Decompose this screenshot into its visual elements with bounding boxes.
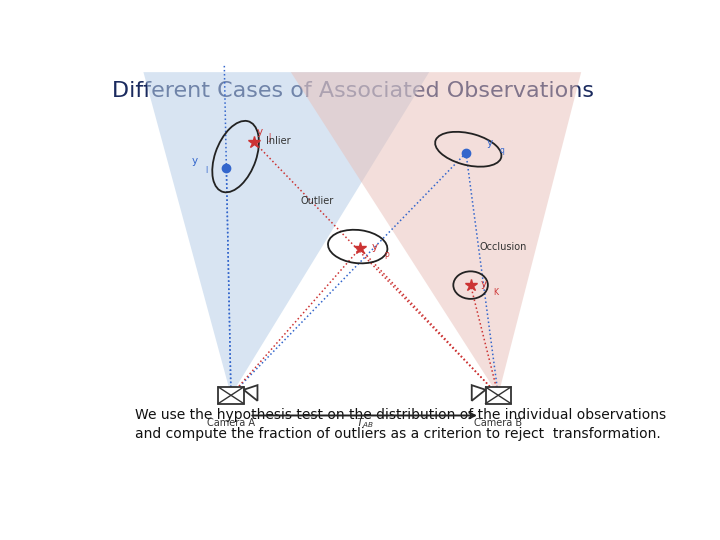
Bar [485, 387, 511, 403]
Text: Occlusion: Occlusion [480, 242, 527, 252]
Text: Camera B: Camera B [474, 418, 522, 429]
Text: and compute the fraction of outliers as a criterion to reject  transformation.: and compute the fraction of outliers as … [135, 427, 660, 441]
Text: y: y [256, 126, 263, 137]
Text: Inlier: Inlier [266, 136, 290, 146]
Bar [218, 387, 243, 403]
Text: Different Cases of Associated Observations: Different Cases of Associated Observatio… [112, 82, 594, 102]
Text: Outlier: Outlier [300, 197, 333, 206]
Polygon shape [291, 72, 581, 395]
Text: y: y [481, 279, 487, 289]
Text: y: y [372, 242, 378, 252]
Polygon shape [243, 385, 258, 401]
Text: I: I [206, 166, 208, 175]
Text: y: y [192, 156, 198, 166]
Text: q: q [499, 146, 504, 155]
Text: We use the hypothesis test on the distribution of the individual observations: We use the hypothesis test on the distri… [135, 408, 666, 422]
Text: $T_{AB}$: $T_{AB}$ [356, 416, 374, 430]
Polygon shape [143, 72, 429, 395]
Text: J: J [269, 133, 271, 142]
Text: Camera A: Camera A [207, 418, 255, 429]
Text: y: y [487, 138, 493, 147]
Text: K: K [494, 288, 499, 298]
Text: P: P [384, 252, 389, 261]
Polygon shape [472, 385, 485, 401]
